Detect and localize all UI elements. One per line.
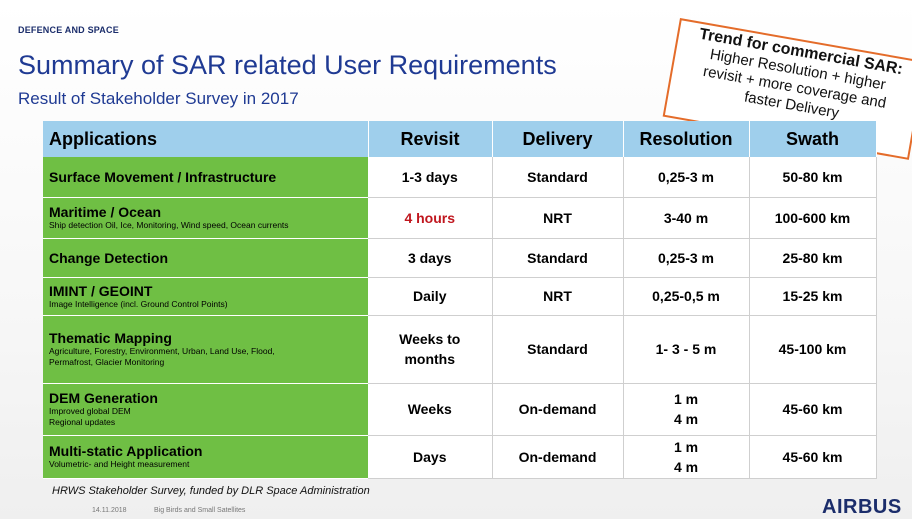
application-description: Volumetric- and Height measurement	[49, 459, 190, 469]
swath-cell: 45-100 km	[749, 315, 877, 384]
revisit-cell: Weeks to months	[368, 315, 493, 384]
revisit-cell: Weeks	[368, 383, 493, 436]
airbus-logo: AIRBUS	[822, 496, 902, 518]
table-row: Change Detection 3 days Standard 0,25-3 …	[43, 238, 877, 278]
application-name: DEM Generation	[49, 390, 158, 406]
delivery-cell: Standard	[492, 157, 624, 198]
resolution-cell: 0,25-3 m	[623, 157, 750, 198]
column-header-swath: Swath	[749, 121, 877, 157]
column-header-resolution: Resolution	[623, 121, 750, 157]
application-cell: Multi-static Application Volumetric- and…	[43, 435, 368, 479]
table-row: DEM Generation Improved global DEM Regio…	[43, 383, 877, 436]
application-cell: Surface Movement / Infrastructure	[43, 157, 368, 198]
resolution-cell: 1- 3 - 5 m	[623, 315, 750, 384]
source-footnote: HRWS Stakeholder Survey, funded by DLR S…	[52, 485, 370, 497]
delivery-cell: Standard	[492, 238, 624, 278]
resolution-line-1: 1 m	[673, 391, 699, 407]
resolution-line-2: 4 m	[673, 411, 699, 427]
application-cell: Maritime / Ocean Ship detection Oil, Ice…	[43, 197, 368, 239]
resolution-cell: 1 m 4 m	[623, 435, 750, 479]
application-cell: IMINT / GEOINT Image Intelligence (incl.…	[43, 277, 368, 316]
application-description-2: Permafrost, Glacier Monitoring	[49, 357, 165, 367]
revisit-cell: Daily	[368, 277, 493, 316]
application-cell: Change Detection	[43, 238, 368, 278]
swath-cell: 45-60 km	[749, 435, 877, 479]
application-cell: DEM Generation Improved global DEM Regio…	[43, 383, 368, 436]
application-name: Maritime / Ocean	[49, 204, 162, 220]
table-row: Maritime / Ocean Ship detection Oil, Ice…	[43, 197, 877, 239]
application-name: Thematic Mapping	[49, 330, 172, 346]
swath-cell: 45-60 km	[749, 383, 877, 436]
revisit-line-2: months	[404, 351, 456, 367]
resolution-cell: 0,25-3 m	[623, 238, 750, 278]
delivery-cell: On-demand	[492, 383, 624, 436]
application-name: Multi-static Application	[49, 443, 203, 459]
delivery-cell: NRT	[492, 197, 624, 239]
application-description: Image Intelligence (incl. Ground Control…	[49, 298, 228, 309]
resolution-cell: 3-40 m	[623, 197, 750, 239]
resolution-line-2: 4 m	[673, 458, 699, 475]
delivery-cell: On-demand	[492, 435, 624, 479]
footer-date: 14.11.2018	[92, 507, 127, 514]
application-description: Improved global DEM	[49, 406, 131, 416]
resolution-cell: 0,25-0,5 m	[623, 277, 750, 316]
column-header-delivery: Delivery	[492, 121, 624, 157]
application-cell: Thematic Mapping Agriculture, Forestry, …	[43, 315, 368, 384]
swath-cell: 15-25 km	[749, 277, 877, 316]
page-subtitle: Result of Stakeholder Survey in 2017	[18, 89, 299, 108]
revisit-cell: 3 days	[368, 238, 493, 278]
application-name: Change Detection	[49, 249, 169, 266]
swath-cell: 50-80 km	[749, 157, 877, 198]
requirements-table: Applications Revisit Delivery Resolution…	[43, 121, 877, 479]
revisit-line-1: Weeks to	[399, 331, 461, 347]
delivery-cell: NRT	[492, 277, 624, 316]
resolution-line-1: 1 m	[673, 438, 699, 455]
footer-event: Big Birds and Small Satellites	[154, 507, 246, 514]
table-header-row: Applications Revisit Delivery Resolution…	[43, 121, 877, 157]
table-row: IMINT / GEOINT Image Intelligence (incl.…	[43, 277, 877, 316]
table-row: Surface Movement / Infrastructure 1-3 da…	[43, 157, 877, 198]
column-header-applications: Applications	[43, 121, 369, 157]
application-description: Agriculture, Forestry, Environment, Urba…	[49, 346, 275, 356]
table-row: Multi-static Application Volumetric- and…	[43, 435, 877, 479]
revisit-cell: 1-3 days	[368, 157, 493, 198]
division-label: DEFENCE AND SPACE	[18, 25, 119, 35]
swath-cell: 100-600 km	[749, 197, 877, 239]
page-title: Summary of SAR related User Requirements	[18, 50, 557, 80]
application-name: Surface Movement / Infrastructure	[49, 168, 277, 185]
application-description-2: Regional updates	[49, 417, 116, 427]
application-description: Ship detection Oil, Ice, Monitoring, Win…	[49, 220, 289, 230]
application-name: IMINT / GEOINT	[49, 282, 153, 299]
table-row: Thematic Mapping Agriculture, Forestry, …	[43, 315, 877, 384]
revisit-cell: Days	[368, 435, 493, 479]
swath-cell: 25-80 km	[749, 238, 877, 278]
revisit-cell: 4 hours	[368, 197, 493, 239]
column-header-revisit: Revisit	[368, 121, 493, 157]
delivery-cell: Standard	[492, 315, 624, 384]
resolution-cell: 1 m 4 m	[623, 383, 750, 436]
